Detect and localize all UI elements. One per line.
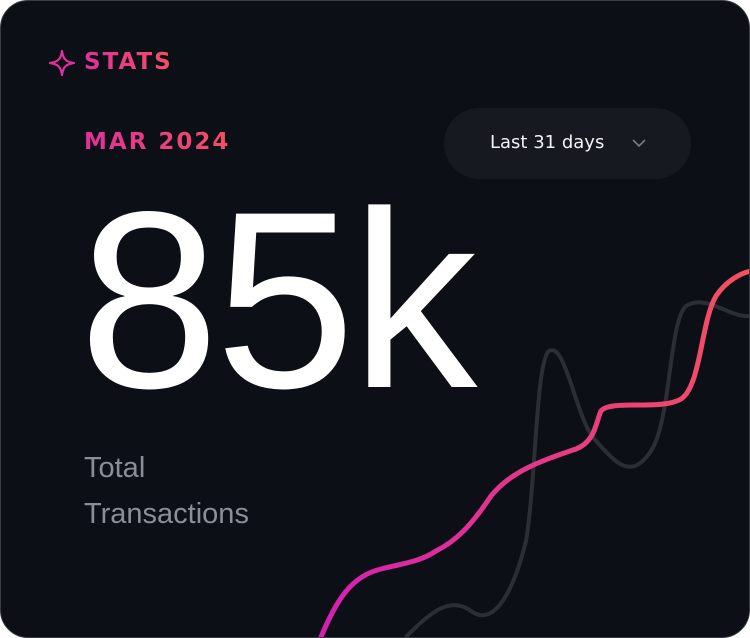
comparison-line (404, 300, 749, 637)
sparkle-icon (48, 49, 76, 77)
dropdown-text: Last 31 days (490, 132, 605, 153)
metric-caption: Total Transactions (84, 452, 249, 530)
trend-line (318, 268, 749, 637)
range-dropdown[interactable]: Last 31 days (444, 108, 691, 179)
chevron-down (632, 139, 646, 148)
metric-value: 85k (79, 160, 477, 441)
period-label: MAR 2024 (84, 129, 231, 155)
card-label: STATS (84, 49, 173, 75)
